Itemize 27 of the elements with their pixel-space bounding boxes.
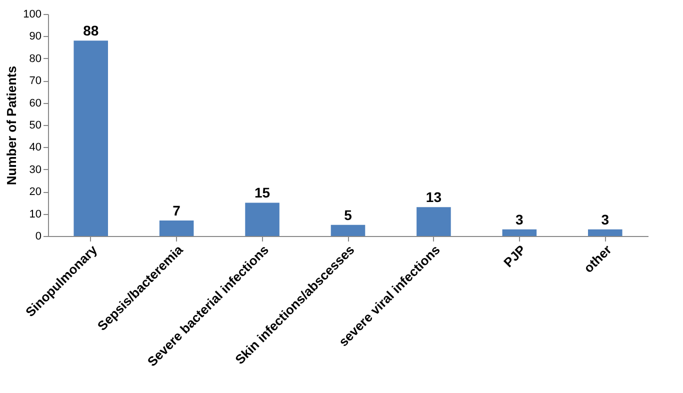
y-tick-label: 40: [29, 142, 42, 154]
bar: [588, 229, 622, 236]
bar: [159, 220, 194, 236]
y-tick-label: 60: [29, 97, 42, 110]
bar: [74, 40, 108, 236]
data-label: 3: [601, 211, 610, 228]
y-tick-label: 50: [29, 120, 42, 132]
bar: [245, 202, 280, 236]
y-tick-label: 30: [29, 164, 42, 176]
data-label: 15: [254, 184, 270, 201]
data-label: 7: [172, 202, 181, 218]
data-label: 88: [83, 22, 99, 39]
x-tick-label: PJP: [500, 242, 529, 270]
data-label: 3: [516, 211, 524, 228]
bar: [502, 229, 537, 236]
y-tick-label: 90: [29, 30, 42, 43]
y-axis-title: Number of Patients: [4, 66, 20, 186]
y-tick-label: 10: [29, 208, 42, 220]
y-tick-label: 80: [29, 52, 42, 65]
y-tick-label: 0: [35, 230, 42, 242]
y-tick-label: 100: [23, 8, 42, 20]
y-tick-label: 20: [29, 186, 42, 198]
bar: [416, 207, 451, 236]
data-label: 5: [344, 206, 352, 223]
bar: [330, 224, 366, 236]
data-label: 13: [426, 189, 442, 206]
y-tick-label: 70: [29, 75, 42, 88]
